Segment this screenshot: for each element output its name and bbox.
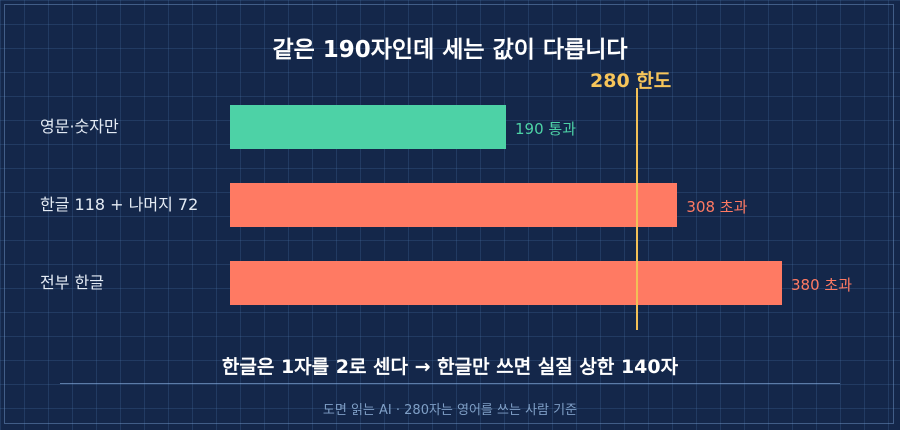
bar <box>230 261 782 305</box>
divider <box>60 383 840 384</box>
category-label: 전부 한글 <box>40 273 104 292</box>
chart-subtitle: 한글은 1자를 2로 센다 → 한글만 쓰면 실질 상한 140자 <box>221 356 679 378</box>
category-label: 한글 118 + 나머지 72 <box>40 195 199 214</box>
value-label: 190 통과 <box>515 120 576 138</box>
limit-reference-line <box>635 88 638 330</box>
bar <box>230 105 506 149</box>
value-label: 308 초과 <box>686 198 748 216</box>
value-label: 380 초과 <box>791 276 852 294</box>
category-label: 영문·숫자만 <box>40 117 119 136</box>
chart-frame <box>4 4 894 424</box>
footer-note: 도면 읽는 AI · 280자는 영어를 쓰는 사람 기준 <box>322 403 578 418</box>
chart-title: 같은 190자인데 세는 값이 다릅니다 <box>272 37 628 63</box>
bar <box>230 183 678 227</box>
limit-label: 280 한도 <box>590 70 672 92</box>
